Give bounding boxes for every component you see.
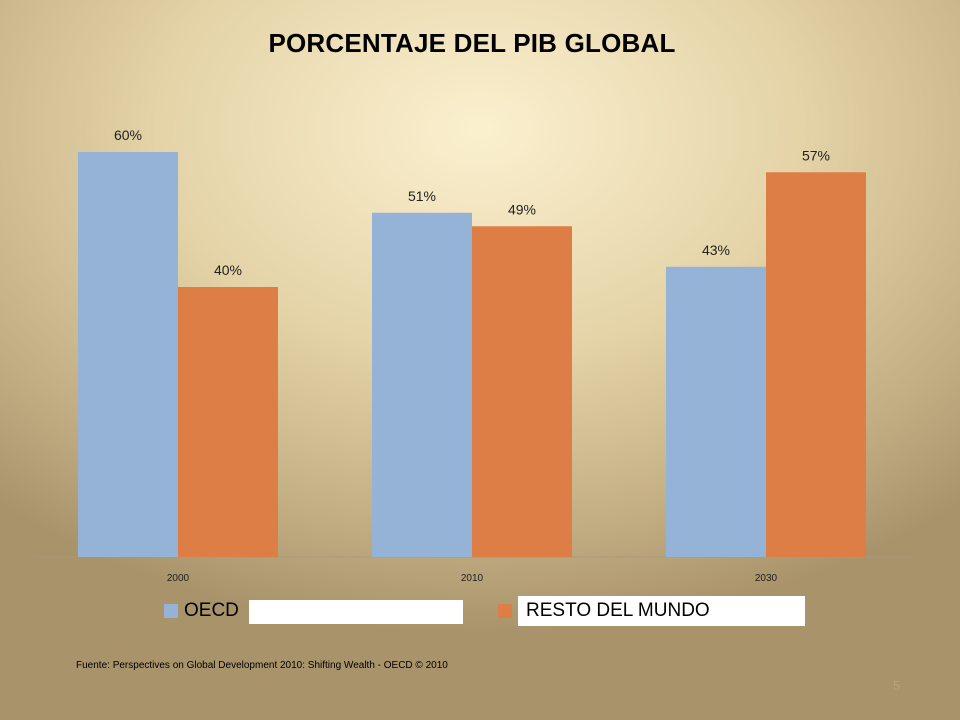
value-label-oecd-2000: 60% [114,127,142,143]
legend-label-oecd: OECD [184,600,239,621]
legend-swatch-oecd [164,604,178,618]
tick-labels-group: 2000 2010 2030 [167,573,778,584]
legend-item-oecd: OECD [164,596,239,626]
bar-oecd-2030 [666,266,766,557]
x-tick-label-2000: 2000 [167,573,190,584]
value-label-resto-2030: 57% [802,147,830,163]
bar-resto-2030 [766,172,866,557]
value-label-resto-2010: 49% [508,201,536,217]
legend-swatch-resto [498,604,512,618]
legend: OECD RESTO DEL MUNDO [0,596,960,626]
page-number: 5 [893,678,901,693]
bars-group [78,152,866,557]
legend-label-resto: RESTO DEL MUNDO [518,596,805,626]
bar-oecd-2000 [78,152,178,557]
value-label-oecd-2030: 43% [702,242,730,258]
legend-blank-box [249,600,463,624]
value-label-resto-2000: 40% [214,262,242,278]
value-label-oecd-2010: 51% [408,188,436,204]
bar-resto-2000 [178,287,278,557]
chart-title: PORCENTAJE DEL PIB GLOBAL [268,28,676,58]
bar-resto-2010 [472,226,572,557]
bar-oecd-2010 [372,212,472,557]
x-tick-label-2010: 2010 [461,573,484,584]
value-labels-group: 60% 40% 51% 49% 43% 57% [114,127,830,278]
legend-item-resto: RESTO DEL MUNDO [498,596,805,626]
x-tick-label-2030: 2030 [755,573,778,584]
source-note: Fuente: Perspectives on Global Developme… [76,660,448,671]
